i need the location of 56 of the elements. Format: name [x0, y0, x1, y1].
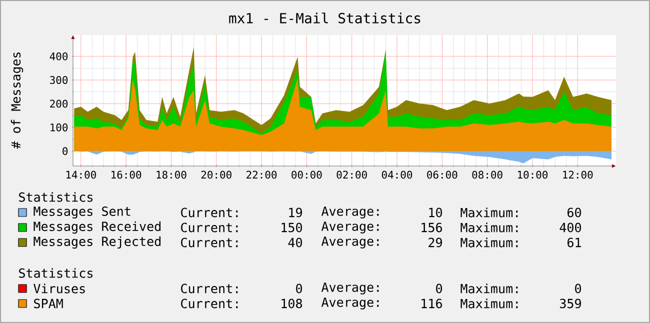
text: Average: — [321, 206, 379, 218]
x-tick-label: 04:00 — [382, 170, 412, 179]
text: 400 — [560, 222, 581, 232]
x-tick-label: 02:00 — [336, 170, 367, 179]
x-tick-label: 22:00 — [246, 170, 277, 179]
text: Average: — [321, 282, 379, 294]
text: 60 — [568, 208, 581, 218]
text: Maximum: — [460, 284, 518, 294]
x-tick-label: 16:00 — [112, 170, 142, 179]
text: 61 — [568, 238, 581, 248]
x-tick-label: 10:00 — [518, 170, 548, 179]
text: 156 — [422, 222, 442, 232]
text: 359 — [560, 298, 581, 308]
legend-label: SPAM — [34, 298, 63, 308]
text: Current: — [181, 222, 238, 232]
text: 150 — [282, 222, 302, 232]
x-tick-label: 08:00 — [472, 170, 502, 179]
text: 29 — [428, 238, 442, 248]
legend-label: Messages Received — [34, 221, 161, 234]
text: Average: — [321, 222, 379, 234]
x-tick-label: 00:00 — [292, 170, 322, 179]
y-tick-label: 100 — [50, 123, 68, 132]
y-tick-label: 400 — [50, 52, 68, 60]
text: Maximum: — [460, 298, 518, 308]
text: 40 — [288, 238, 302, 248]
legend-label: Viruses — [34, 284, 85, 294]
text: 0 — [575, 284, 581, 294]
text: Current: — [181, 298, 238, 308]
text: Maximum: — [460, 238, 518, 248]
text: Average: — [321, 298, 379, 310]
legend-label: Messages Sent — [34, 206, 130, 219]
text: 116 — [422, 298, 442, 308]
y-tick-label: 200 — [50, 100, 68, 108]
text: 19 — [289, 208, 302, 218]
text: Average: — [321, 236, 379, 248]
text: 0 — [436, 284, 442, 294]
legend-label: Messages Rejected — [34, 236, 161, 249]
x-tick-label: 12:00 — [563, 170, 593, 179]
text: Statistics — [19, 268, 93, 278]
text: 0 — [296, 284, 302, 294]
x-tick-label: 14:00 — [66, 170, 96, 179]
text: Maximum: — [460, 222, 518, 232]
text: Current: — [181, 208, 238, 218]
x-tick-label: 18:00 — [156, 170, 186, 179]
x-tick-label: 06:00 — [427, 170, 458, 179]
y-tick-label: 0 — [62, 147, 68, 156]
text: Current: — [181, 238, 238, 248]
text: 108 — [282, 298, 302, 308]
y-axis-title: # of Messages — [10, 52, 24, 149]
text: Current: — [181, 284, 238, 294]
x-tick-label: 20:00 — [201, 170, 232, 179]
chart-title: mx1 - E-Mail Statistics — [229, 12, 420, 24]
text: Statistics — [19, 192, 93, 202]
text: 10 — [429, 208, 442, 218]
y-tick-label: 300 — [50, 76, 68, 84]
text: Maximum: — [460, 208, 518, 218]
